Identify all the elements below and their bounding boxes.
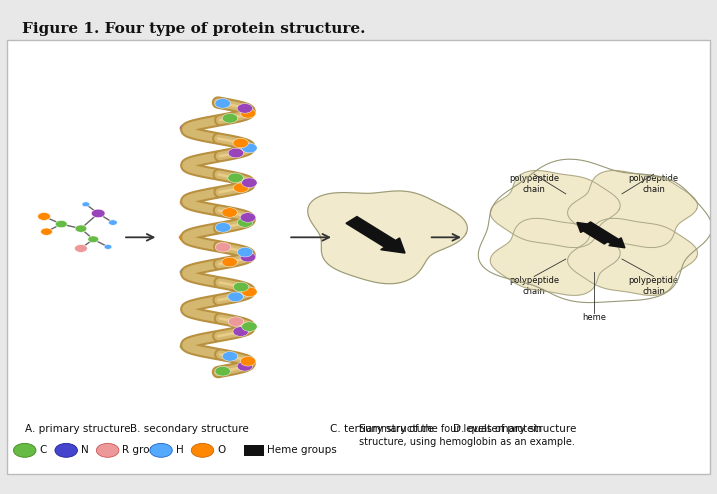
Polygon shape — [490, 218, 620, 295]
FancyArrow shape — [583, 222, 625, 248]
Circle shape — [75, 245, 87, 252]
Circle shape — [196, 347, 212, 356]
Circle shape — [222, 352, 238, 361]
Circle shape — [179, 342, 195, 351]
Circle shape — [202, 153, 217, 163]
Text: heme: heme — [582, 313, 606, 323]
Circle shape — [237, 104, 252, 113]
Circle shape — [228, 148, 244, 158]
Circle shape — [196, 119, 212, 128]
Text: B. secondary structure: B. secondary structure — [130, 424, 249, 434]
Circle shape — [215, 243, 231, 252]
Circle shape — [104, 245, 112, 249]
Circle shape — [191, 444, 214, 457]
Circle shape — [242, 178, 257, 188]
Circle shape — [222, 257, 237, 267]
Text: H: H — [176, 445, 184, 455]
Circle shape — [240, 252, 256, 262]
Polygon shape — [490, 170, 620, 247]
Circle shape — [91, 209, 105, 218]
Circle shape — [240, 357, 256, 366]
Text: D. quaternary structure: D. quaternary structure — [453, 424, 576, 434]
Circle shape — [190, 238, 205, 247]
Circle shape — [209, 277, 224, 287]
Circle shape — [75, 225, 87, 232]
Circle shape — [202, 312, 217, 322]
Circle shape — [242, 143, 257, 153]
Circle shape — [209, 188, 224, 198]
Circle shape — [181, 158, 197, 167]
Circle shape — [41, 228, 52, 235]
Circle shape — [179, 124, 195, 133]
Circle shape — [240, 109, 256, 118]
Circle shape — [185, 193, 201, 203]
Circle shape — [195, 203, 211, 212]
Circle shape — [208, 133, 224, 143]
Circle shape — [88, 236, 99, 243]
Text: polypeptide
chain: polypeptide chain — [509, 277, 559, 296]
Circle shape — [242, 322, 257, 331]
Circle shape — [55, 444, 77, 457]
Circle shape — [237, 247, 253, 257]
Circle shape — [150, 444, 172, 457]
Polygon shape — [308, 191, 467, 284]
Circle shape — [190, 228, 205, 237]
Circle shape — [55, 220, 67, 228]
Circle shape — [222, 114, 238, 123]
Bar — [244, 445, 264, 456]
Circle shape — [179, 198, 195, 207]
Circle shape — [237, 362, 252, 371]
Text: Summary of the four levels of protein
structure, using hemoglobin as an example.: Summary of the four levels of protein st… — [358, 424, 574, 448]
Circle shape — [181, 302, 197, 312]
Polygon shape — [568, 170, 698, 247]
Text: C. tertiary structure: C. tertiary structure — [331, 424, 435, 434]
Circle shape — [82, 202, 90, 206]
Circle shape — [233, 282, 249, 291]
Circle shape — [208, 332, 224, 341]
FancyArrow shape — [346, 216, 405, 253]
Circle shape — [233, 327, 249, 336]
Circle shape — [215, 223, 231, 232]
Circle shape — [201, 168, 217, 178]
Circle shape — [181, 307, 197, 317]
Circle shape — [96, 444, 119, 457]
Circle shape — [185, 337, 200, 346]
FancyBboxPatch shape — [7, 40, 710, 474]
Circle shape — [201, 297, 217, 307]
Circle shape — [185, 128, 200, 138]
Circle shape — [38, 212, 50, 220]
Circle shape — [240, 213, 256, 222]
Text: Heme groups: Heme groups — [267, 445, 337, 455]
Text: polypeptide
chain: polypeptide chain — [509, 174, 559, 194]
Text: Figure 1. Four type of protein structure.: Figure 1. Four type of protein structure… — [22, 22, 365, 36]
Text: C: C — [39, 445, 47, 455]
Polygon shape — [568, 218, 698, 295]
Circle shape — [179, 267, 195, 277]
Circle shape — [233, 183, 249, 193]
Circle shape — [228, 173, 243, 183]
Circle shape — [233, 138, 249, 148]
Circle shape — [242, 287, 257, 297]
FancyArrow shape — [577, 222, 612, 244]
Circle shape — [215, 367, 230, 376]
Circle shape — [14, 444, 36, 457]
Circle shape — [108, 220, 118, 225]
Text: R groups: R groups — [123, 445, 168, 455]
Text: polypeptide
chain: polypeptide chain — [629, 277, 679, 296]
Circle shape — [215, 99, 230, 108]
Circle shape — [185, 272, 201, 282]
Text: O: O — [217, 445, 226, 455]
Text: polypeptide
chain: polypeptide chain — [629, 174, 679, 194]
Circle shape — [228, 292, 243, 302]
Circle shape — [237, 218, 253, 227]
Text: N: N — [81, 445, 89, 455]
Text: A. primary structure: A. primary structure — [24, 424, 130, 434]
Circle shape — [228, 317, 244, 327]
Circle shape — [179, 233, 194, 242]
Circle shape — [181, 163, 197, 173]
Circle shape — [195, 262, 211, 272]
Circle shape — [222, 208, 237, 217]
